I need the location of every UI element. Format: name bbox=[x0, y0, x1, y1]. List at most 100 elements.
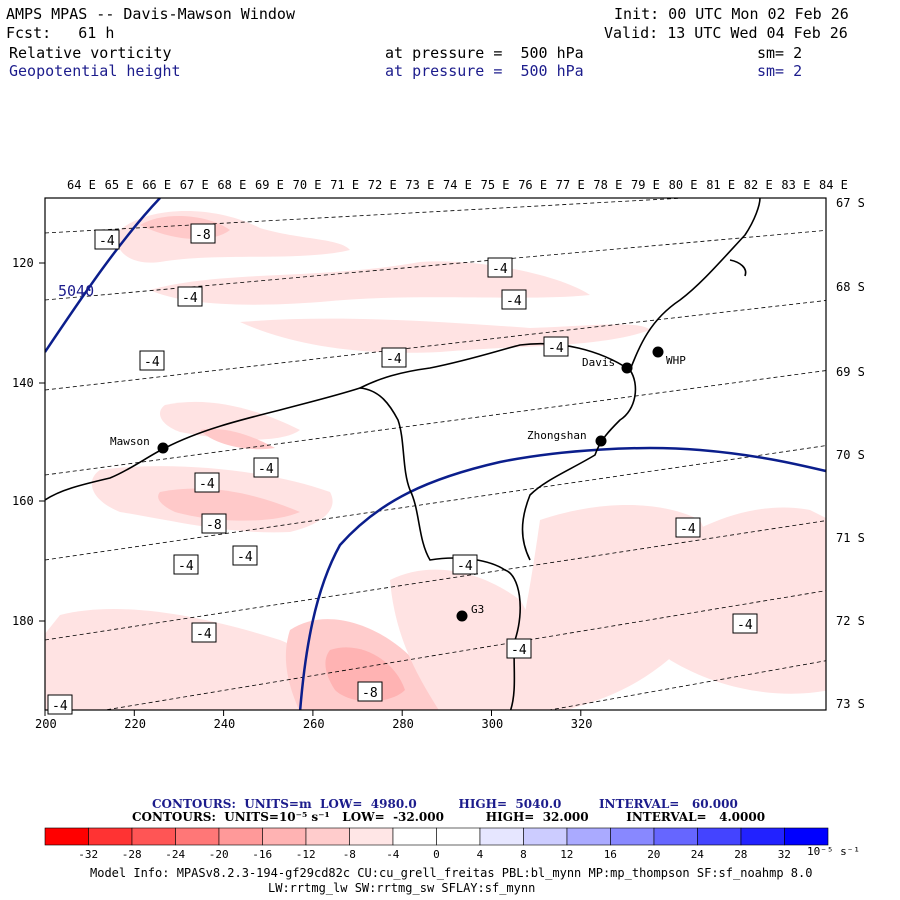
svg-text:WHP: WHP bbox=[666, 354, 686, 367]
lon-label: 80 E bbox=[669, 178, 698, 192]
lat-label: 69 S bbox=[836, 365, 865, 379]
lat-label: 68 S bbox=[836, 280, 865, 294]
vorticity-label: -4 bbox=[506, 638, 532, 659]
stations: Mawson Davis WHP Zhongshan G3 bbox=[110, 346, 686, 622]
colorbar-swatch bbox=[653, 827, 698, 846]
svg-text:-4: -4 bbox=[237, 550, 253, 565]
station-whp: WHP bbox=[652, 346, 686, 367]
colorbar-tick-label: 20 bbox=[647, 848, 660, 861]
y-tick-label: 180 bbox=[12, 614, 34, 628]
svg-text:Davis: Davis bbox=[582, 356, 615, 369]
vorticity-label: -4 bbox=[253, 457, 279, 478]
x-axis-ticks: 200 220 240 260 280 300 320 bbox=[35, 710, 592, 731]
vorticity-label: -4 bbox=[94, 229, 120, 250]
svg-text:-4: -4 bbox=[386, 352, 402, 367]
colorbar-unit: 10⁻⁵ s⁻¹ bbox=[807, 845, 860, 858]
field1-level: at pressure = 500 hPa bbox=[385, 44, 584, 62]
colorbar-swatch bbox=[523, 827, 568, 846]
lat-label: 73 S bbox=[836, 697, 865, 711]
colorbar-swatch bbox=[784, 827, 829, 846]
svg-text:-4: -4 bbox=[506, 294, 522, 309]
colorbar-tick-label: 28 bbox=[734, 848, 747, 861]
svg-text:-4: -4 bbox=[196, 627, 212, 642]
colorbar-swatch bbox=[697, 827, 742, 846]
svg-text:-8: -8 bbox=[195, 228, 211, 243]
svg-text:-4: -4 bbox=[258, 462, 274, 477]
x-tick-label: 280 bbox=[392, 717, 414, 731]
colorbar-swatch bbox=[740, 827, 785, 846]
colorbar-tick-label: -20 bbox=[209, 848, 229, 861]
vorticity-label: -8 bbox=[357, 681, 383, 702]
svg-text:-4: -4 bbox=[199, 477, 215, 492]
colorbar-swatch bbox=[610, 827, 655, 846]
colorbar-swatch bbox=[436, 827, 481, 846]
colorbar-swatch bbox=[262, 827, 307, 846]
svg-text:-4: -4 bbox=[548, 341, 564, 356]
longitude-labels: 64 E 65 E 66 E 67 E 68 E 69 E 70 E 71 E 72 E 73 E… bbox=[67, 178, 848, 192]
y-tick-label: 120 bbox=[12, 256, 34, 270]
station-mawson: Mawson bbox=[110, 435, 169, 454]
station-davis: Davis bbox=[582, 356, 633, 374]
lat-label: 71 S bbox=[836, 531, 865, 545]
graticule bbox=[45, 198, 826, 710]
vorticity-label: -8 bbox=[201, 513, 227, 534]
colorbar-tick-label: -8 bbox=[343, 848, 356, 861]
vorticity-contour-info: CONTOURS: UNITS=10⁻⁵ s⁻¹ LOW= -32.000 HI… bbox=[132, 810, 766, 824]
vorticity-labels: -4 -8 -4 -4 -4 -4 -4 -4 -4 -4 -8 -4 -4 -4 -4 -4 -4 -4 -8 -4 bbox=[47, 223, 758, 715]
x-tick-label: 300 bbox=[482, 717, 504, 731]
lon-label: 68 E bbox=[217, 178, 246, 192]
colorbar-swatch bbox=[175, 827, 220, 846]
height-contour-label: 5040 bbox=[58, 282, 94, 300]
model-info-physics: LW:rrtmg_lw SW:rrtmg_sw SFLAY:sf_mynn bbox=[268, 881, 536, 895]
vorticity-label: -4 bbox=[543, 336, 569, 357]
lon-label: 79 E bbox=[631, 178, 660, 192]
lon-label: 71 E bbox=[330, 178, 359, 192]
station-zhongshan: Zhongshan bbox=[527, 429, 607, 447]
vorticity-label: -4 bbox=[381, 347, 407, 368]
lon-label: 67 E bbox=[180, 178, 209, 192]
svg-text:-4: -4 bbox=[144, 355, 160, 370]
vorticity-label: -4 bbox=[139, 350, 165, 371]
vorticity-label: -4 bbox=[487, 257, 513, 278]
colorbar-swatch bbox=[479, 827, 524, 846]
lon-label: 81 E bbox=[706, 178, 735, 192]
colorbar-swatch bbox=[392, 827, 437, 846]
colorbar-tick-label: -12 bbox=[296, 848, 316, 861]
svg-text:-4: -4 bbox=[182, 291, 198, 306]
lon-label: 74 E bbox=[443, 178, 472, 192]
colorbar-swatch bbox=[566, 827, 611, 846]
lon-label: 75 E bbox=[481, 178, 510, 192]
colorbar-swatch bbox=[88, 827, 133, 846]
colorbar-swatch bbox=[305, 827, 350, 846]
vorticity-label: -8 bbox=[190, 223, 216, 244]
vorticity-label: -4 bbox=[232, 545, 258, 566]
plot-title: AMPS MPAS -- Davis-Mawson Window bbox=[6, 5, 295, 23]
colorbar: -32 -28 -24 -20 -16 -12 -8 -4 0 4 8 12 16 20 24 28 32 10⁻… bbox=[44, 827, 860, 861]
vorticity-shading bbox=[45, 210, 826, 710]
vorticity-label: -4 bbox=[47, 694, 73, 715]
colorbar-tick-label: 0 bbox=[433, 848, 440, 861]
svg-text:-4: -4 bbox=[680, 522, 696, 537]
x-tick-label: 260 bbox=[303, 717, 325, 731]
lon-label: 78 E bbox=[593, 178, 622, 192]
lat-label: 67 S bbox=[836, 196, 865, 210]
station-g3: G3 bbox=[456, 603, 484, 622]
svg-text:-8: -8 bbox=[362, 686, 378, 701]
model-info: Model Info: MPASv8.2.3-194-gf29cd82c CU:… bbox=[90, 866, 813, 880]
svg-text:Mawson: Mawson bbox=[110, 435, 150, 448]
colorbar-tick-label: 24 bbox=[691, 848, 705, 861]
svg-text:-4: -4 bbox=[492, 262, 508, 277]
lat-label: 72 S bbox=[836, 614, 865, 628]
valid-time: Valid: 13 UTC Wed 04 Feb 26 bbox=[604, 24, 848, 42]
svg-text:-4: -4 bbox=[52, 699, 68, 714]
svg-text:-8: -8 bbox=[206, 518, 222, 533]
lon-label: 84 E bbox=[819, 178, 848, 192]
height-contours bbox=[45, 198, 826, 710]
lon-label: 72 E bbox=[368, 178, 397, 192]
svg-text:-4: -4 bbox=[178, 559, 194, 574]
colorbar-tick-label: -4 bbox=[386, 848, 400, 861]
latitude-labels: 67 S 68 S 69 S 70 S 71 S 72 S 73 S bbox=[836, 196, 865, 711]
y-axis-ticks: 120 140 160 180 bbox=[12, 256, 45, 628]
lon-label: 76 E bbox=[518, 178, 547, 192]
colorbar-tick-label: 16 bbox=[604, 848, 617, 861]
